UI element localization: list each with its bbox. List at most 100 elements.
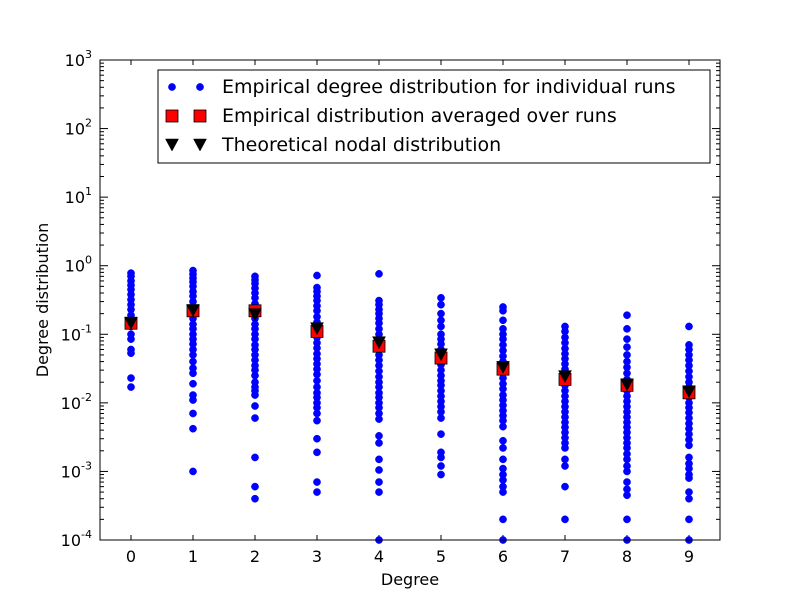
data-point-theoretical [558,370,572,384]
data-point-individual [189,369,197,378]
legend-label-individual-runs: Empirical degree distribution for indivi… [222,76,676,98]
data-point-individual [375,455,383,464]
y-axis-label: Degree distribution [33,223,52,378]
data-point-individual [437,453,445,462]
data-point-individual [623,491,631,500]
data-point-individual [499,306,507,315]
data-point-individual [499,455,507,464]
x-tick-label: 5 [436,547,446,566]
data-point-individual [437,293,445,302]
data-point-theoretical [124,316,138,330]
data-point-individual [561,444,569,452]
data-point-individual [375,466,383,474]
legend-marker-individual-runs [196,83,204,91]
data-point-theoretical [620,378,634,392]
legend-marker-theoretical [193,138,207,152]
x-tick-label: 1 [188,547,198,566]
legend-marker-theoretical [165,138,179,152]
data-point-individual [313,409,321,418]
data-point-theoretical [434,348,448,362]
x-tick-label: 3 [312,547,322,566]
data-point-theoretical [310,322,324,336]
data-point-individual [437,414,445,422]
data-point-individual [313,488,321,496]
legend-label-averaged: Empirical distribution averaged over run… [222,105,617,127]
data-point-individual [561,455,569,464]
data-point-theoretical [372,336,386,350]
data-point-individual [499,436,507,445]
data-point-theoretical [682,385,696,399]
data-point-individual [313,448,321,457]
data-point-individual [437,322,445,331]
data-point-individual [561,462,569,470]
data-point-individual [499,444,507,452]
data-point-individual [685,488,693,496]
data-point-individual [375,478,383,486]
data-point-individual [189,424,197,433]
data-point-individual [623,351,631,359]
x-tick-label: 2 [250,547,260,566]
data-point-individual [437,300,445,309]
data-point-individual [623,311,631,320]
data-point-individual [437,462,445,470]
data-point-individual [313,416,321,425]
legend: Empirical degree distribution for indivi… [157,69,711,164]
data-point-individual [375,488,383,496]
y-tick-label: 101 [65,185,92,207]
data-point-individual [685,494,693,503]
data-point-individual [375,432,383,440]
legend-markers [165,83,207,152]
data-point-theoretical [496,361,510,374]
y-tick-label: 10-3 [61,459,92,481]
data-point-individual [437,470,445,479]
y-tick-label: 102 [65,117,92,139]
data-point-individual [251,414,259,422]
data-point-individual [437,430,445,438]
y-tick-label: 10-1 [61,322,92,344]
data-point-individual [499,476,507,484]
data-point-individual [499,422,507,431]
data-point-individual [685,515,693,524]
x-tick-label: 8 [622,547,632,566]
data-point-individual [561,482,569,491]
data-point-individual [127,374,135,382]
data-point-individual [251,391,259,399]
theoretical-series [124,304,696,399]
y-tick-label: 103 [65,48,92,70]
data-point-individual [561,515,569,524]
data-point-individual [127,349,135,358]
data-point-individual [623,478,631,486]
data-point-individual [313,478,321,486]
data-point-individual [499,316,507,325]
legend-marker-averaged [193,109,207,123]
data-point-individual [623,515,631,524]
data-point-individual [313,271,321,280]
data-point-individual [623,335,631,343]
data-point-individual [251,482,259,491]
data-point-theoretical [186,304,200,318]
legend-marker-individual-runs [168,83,176,91]
data-point-individual [375,415,383,423]
data-point-individual [251,453,259,462]
legend-box [157,69,711,164]
data-point-individual [623,467,631,476]
data-point-individual [189,351,197,359]
x-tick-label: 0 [126,547,136,566]
data-point-individual [251,402,259,410]
data-point-individual [623,343,631,351]
x-tick-label: 6 [498,547,508,566]
data-point-individual [685,322,693,331]
x-tick-label: 9 [684,547,694,566]
x-axis-label: Degree [381,570,439,589]
x-tick-label: 4 [374,547,384,566]
data-point-individual [499,515,507,524]
data-point-individual [127,383,135,391]
data-point-individual [189,467,197,476]
data-point-individual [623,455,631,464]
x-tick-label: 7 [560,547,570,566]
data-point-individual [375,439,383,447]
data-point-individual [189,379,197,388]
data-point-individual [189,396,197,404]
data-point-individual [685,474,693,482]
